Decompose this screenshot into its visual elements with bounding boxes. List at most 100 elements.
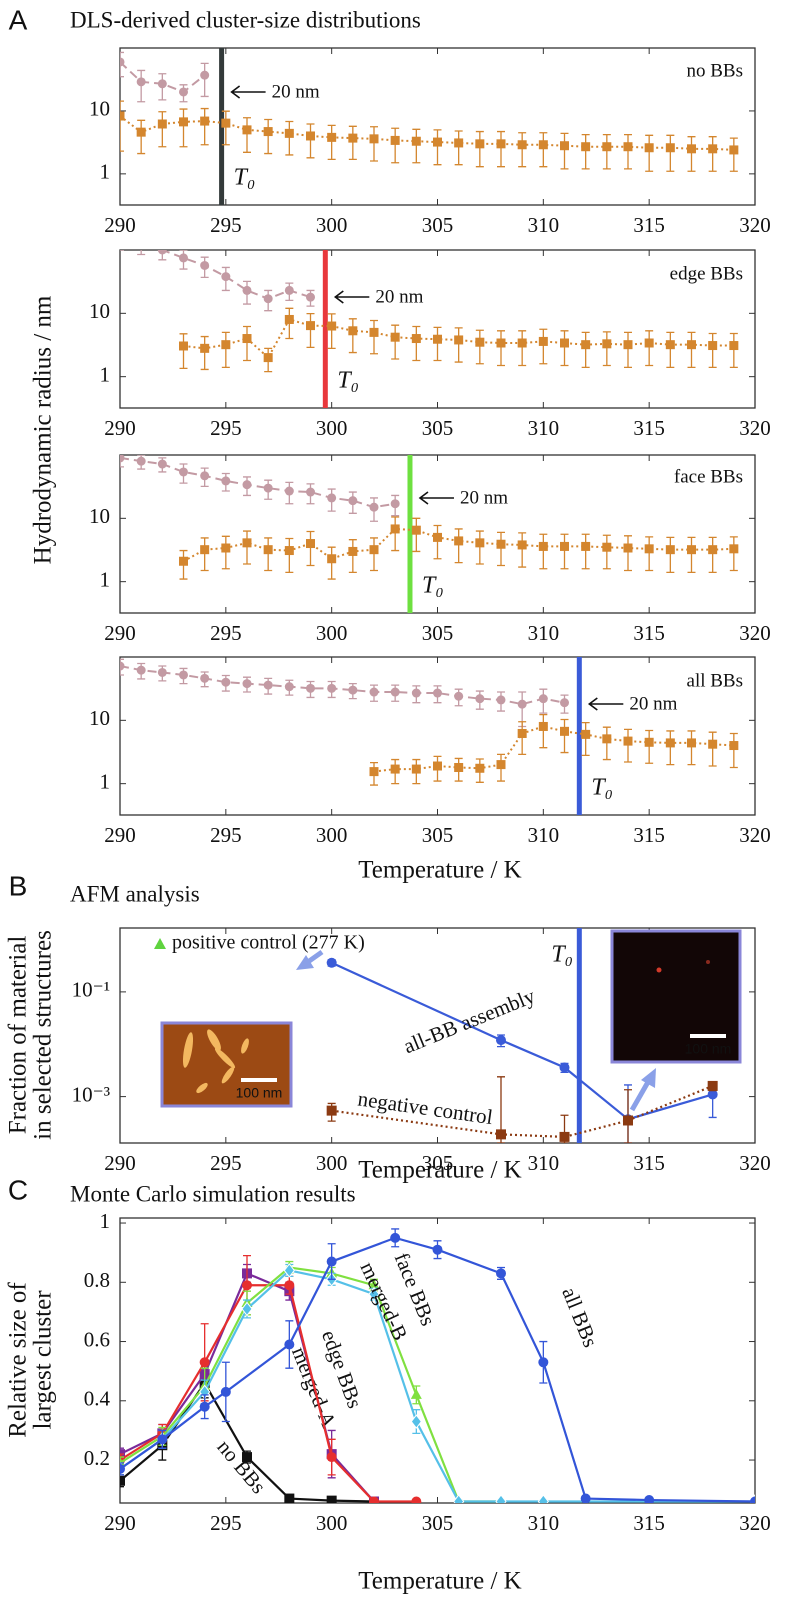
error-bar: [120, 100, 124, 152]
marker: [581, 340, 591, 350]
error-bar: [264, 537, 273, 572]
marker: [707, 1089, 718, 1100]
panel-title: AFM analysis: [70, 881, 200, 906]
error-bar: [708, 332, 717, 369]
scale-label: 100 nm: [236, 1085, 283, 1101]
x-tick-label: 300: [316, 416, 348, 440]
arrow-label: 20 nm: [460, 487, 508, 508]
error-bar: [581, 331, 590, 369]
marker: [560, 338, 569, 348]
arrow: [333, 290, 370, 304]
marker: [433, 137, 442, 147]
error-bar: [708, 731, 717, 767]
marker: [644, 338, 654, 348]
error-bar: [729, 536, 738, 572]
error-bar: [624, 728, 632, 763]
x-tick-label: 290: [104, 1151, 136, 1175]
error-bar: [518, 721, 527, 756]
x-tick-label: 320: [739, 1151, 771, 1175]
marker: [200, 260, 210, 270]
marker: [200, 343, 210, 353]
series-line: [183, 527, 734, 563]
error-bar: [560, 132, 569, 170]
marker: [348, 546, 358, 556]
marker: [369, 687, 379, 697]
t0-label: T₀: [422, 573, 444, 599]
x-tick-label: 315: [633, 1511, 665, 1535]
error-bar: [120, 51, 124, 78]
x-tick-label: 320: [739, 823, 771, 847]
error-bar: [518, 330, 527, 367]
marker: [369, 545, 379, 555]
panel-label: all BBs: [687, 670, 743, 691]
y-axis-label: Relative size of: [5, 1282, 32, 1438]
marker: [390, 524, 400, 534]
marker: [687, 738, 696, 748]
error-bar: [645, 134, 654, 172]
marker: [580, 1493, 591, 1503]
marker: [390, 135, 400, 145]
y-tick-label: 1: [100, 769, 111, 793]
error-bar: [454, 528, 463, 564]
error-bar: [560, 718, 569, 754]
x-tick-label: 315: [633, 621, 665, 645]
marker: [411, 688, 421, 698]
marker: [179, 87, 188, 97]
marker: [517, 540, 527, 550]
panel-title: Monte Carlo simulation results: [70, 1181, 356, 1206]
marker: [199, 1401, 210, 1412]
error-bar: [645, 330, 654, 367]
inset-feature: [656, 967, 662, 973]
marker: [242, 1280, 252, 1291]
error-bar: [475, 530, 484, 565]
marker: [581, 541, 591, 551]
arrow: [587, 697, 624, 711]
marker: [538, 721, 548, 731]
error-bar: [158, 111, 167, 148]
marker: [200, 70, 210, 80]
x-tick-label: 295: [210, 823, 242, 847]
marker: [179, 253, 188, 263]
error-bar: [687, 730, 696, 766]
x-tick-label: 290: [104, 621, 136, 645]
x-tick-label: 305: [422, 1511, 454, 1535]
marker: [517, 728, 527, 738]
t0-label: T₀: [591, 775, 613, 801]
marker: [263, 127, 273, 137]
error-bar: [687, 536, 696, 574]
marker: [475, 694, 485, 704]
marker: [602, 542, 612, 552]
x-axis-label: Temperature / K: [358, 1568, 521, 1595]
error-bar: [348, 125, 357, 161]
marker: [326, 1452, 337, 1463]
marker: [517, 140, 527, 150]
error-bar: [666, 536, 675, 574]
marker: [200, 471, 210, 481]
marker: [496, 338, 506, 348]
marker: [306, 539, 315, 549]
marker: [120, 111, 125, 121]
error-bar: [539, 713, 548, 749]
marker: [220, 1386, 231, 1397]
marker: [120, 455, 125, 463]
marker: [179, 556, 188, 566]
marker: [454, 335, 464, 345]
error-bar: [539, 132, 548, 168]
y-tick-label: 0.2: [84, 1446, 110, 1470]
error-bar: [687, 331, 696, 369]
x-tick-label: 300: [316, 823, 348, 847]
scale-label: 100 nm: [685, 1041, 732, 1057]
marker: [390, 332, 400, 342]
marker: [242, 334, 252, 344]
error-bar: [243, 325, 251, 362]
marker: [538, 1357, 549, 1368]
marker: [517, 338, 527, 348]
error-bar: [602, 534, 611, 570]
error-bar: [243, 530, 251, 565]
error-bar: [221, 110, 230, 146]
marker: [623, 543, 633, 553]
marker: [200, 673, 210, 683]
marker: [496, 1268, 506, 1279]
x-tick-label: 315: [633, 416, 665, 440]
y-tick-label: 1: [100, 1209, 111, 1233]
